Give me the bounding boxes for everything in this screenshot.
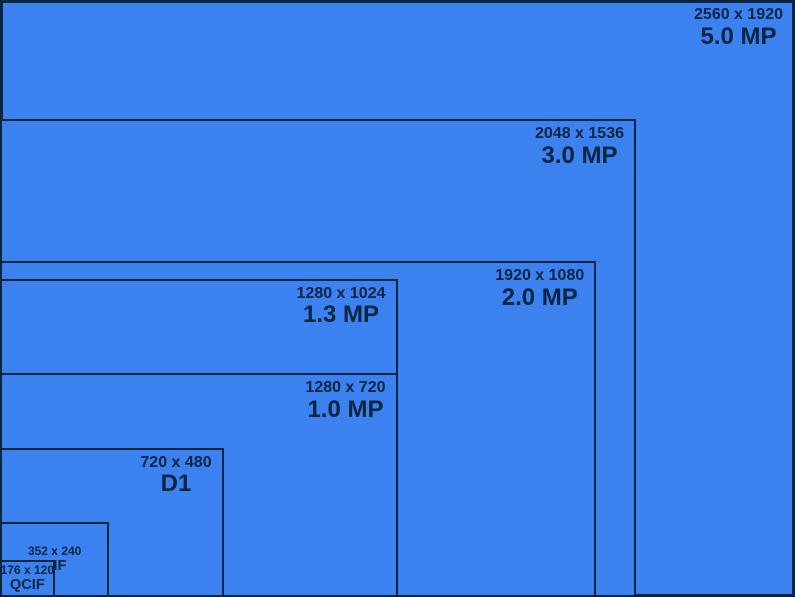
res-dim-2mp: 1920 x 1080 xyxy=(495,267,584,285)
res-dim-1-3mp: 1280 x 1024 xyxy=(297,285,386,303)
res-mp-3mp: 3.0 MP xyxy=(535,143,624,169)
res-mp-1mp: 1.0 MP xyxy=(305,397,385,423)
res-dim-qcif: 176 x 120 xyxy=(1,564,54,577)
res-mp-5mp: 5.0 MP xyxy=(694,24,783,50)
res-dim-1mp: 1280 x 720 xyxy=(305,379,385,397)
res-label-2mp: 1920 x 10802.0 MP xyxy=(495,267,584,311)
res-dim-5mp: 2560 x 1920 xyxy=(694,6,783,24)
res-label-5mp: 2560 x 19205.0 MP xyxy=(694,6,783,50)
res-mp-d1: D1 xyxy=(140,471,211,497)
res-mp-2mp: 2.0 MP xyxy=(495,285,584,311)
res-dim-d1: 720 x 480 xyxy=(140,454,211,472)
res-label-d1: 720 x 480D1 xyxy=(140,454,211,498)
res-dim-cif: 352 x 240 xyxy=(28,545,81,558)
resolution-diagram: 2560 x 19205.0 MP 2048 x 15363.0 MP 1920 x… xyxy=(0,0,795,597)
res-label-qcif: 176 x 120QCIF xyxy=(0,560,55,597)
res-mp-1-3mp: 1.3 MP xyxy=(297,302,386,328)
res-mp-qcif: QCIF xyxy=(10,577,45,593)
res-label-1mp: 1280 x 7201.0 MP xyxy=(305,379,385,423)
res-label-1-3mp: 1280 x 10241.3 MP xyxy=(297,285,386,329)
res-dim-3mp: 2048 x 1536 xyxy=(535,125,624,143)
res-label-3mp: 2048 x 15363.0 MP xyxy=(535,125,624,169)
